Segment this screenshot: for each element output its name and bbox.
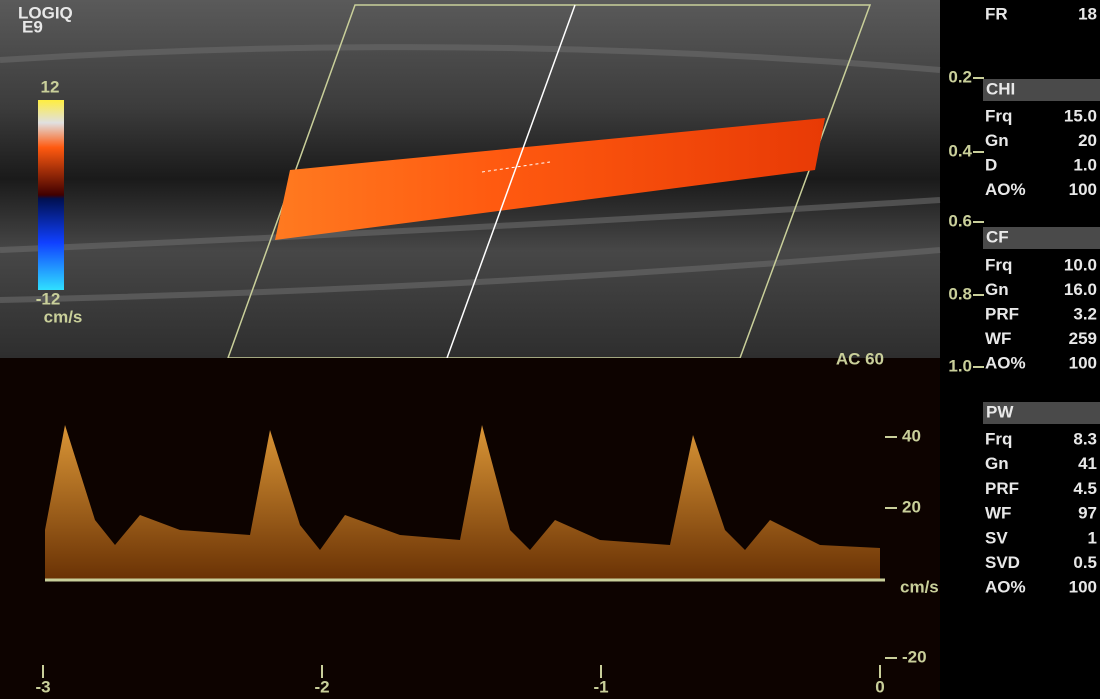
param-value: 1.0 <box>1073 155 1097 174</box>
color-flow <box>275 118 825 240</box>
time-label: -1 <box>593 677 608 696</box>
param-label: SV <box>985 528 1008 547</box>
section-header-bar <box>983 402 1100 424</box>
velocity-label: 40 <box>902 426 921 445</box>
depth-label: 0.8 <box>948 284 972 303</box>
model: E9 <box>22 17 43 36</box>
param-value: 259 <box>1069 329 1097 348</box>
param-label: WF <box>985 504 1011 523</box>
time-label: 0 <box>875 677 884 696</box>
doppler-cursor <box>446 4 576 359</box>
velocity-label: 20 <box>902 497 921 516</box>
param-value: 100 <box>1069 578 1097 597</box>
velocity-label: -20 <box>902 647 927 666</box>
param-label: AO% <box>985 180 1026 199</box>
spectral-waveform <box>45 425 880 580</box>
param-label: WF <box>985 329 1011 348</box>
tissue-layer <box>0 44 941 303</box>
param-label: Gn <box>985 131 1009 150</box>
param-label: AO% <box>985 578 1026 597</box>
color-bar <box>38 100 64 290</box>
depth-label: 0.2 <box>948 67 972 86</box>
param-label: PRF <box>985 479 1019 498</box>
param-label: Gn <box>985 454 1009 473</box>
param-value: 41 <box>1078 454 1097 473</box>
param-value: 0.5 <box>1073 553 1097 572</box>
section-header-bar <box>983 227 1100 249</box>
param-value: 100 <box>1069 353 1097 372</box>
param-label: D <box>985 155 997 174</box>
color-scale-min: -12 <box>36 289 61 308</box>
param-value: 20 <box>1078 131 1097 150</box>
param-value: 1 <box>1088 528 1097 547</box>
color-scale-max: 12 <box>41 77 60 96</box>
param-label: Frq <box>985 429 1012 448</box>
param-value: 97 <box>1078 504 1097 523</box>
param-label: SVD <box>985 553 1020 572</box>
section-title: CHI <box>986 79 1015 98</box>
time-label: -2 <box>314 677 329 696</box>
param-label: AO% <box>985 353 1026 372</box>
spectral-label: AC 60 <box>836 349 884 368</box>
param-value: 4.5 <box>1073 479 1097 498</box>
param-value: 15.0 <box>1064 106 1097 125</box>
param-value: 3.2 <box>1073 304 1097 323</box>
depth-label: 1.0 <box>948 356 972 375</box>
param-label: Frq <box>985 255 1012 274</box>
param-label: FR <box>985 4 1008 23</box>
velocity-unit: cm/s <box>900 577 939 596</box>
param-value: 16.0 <box>1064 280 1097 299</box>
param-value: 8.3 <box>1073 429 1097 448</box>
param-value: 100 <box>1069 180 1097 199</box>
depth-label: 0.6 <box>948 211 972 230</box>
param-label: Frq <box>985 106 1012 125</box>
param-label: PRF <box>985 304 1019 323</box>
brand: LOGIQ <box>18 3 73 22</box>
param-value: 18 <box>1078 4 1097 23</box>
section-header-bar <box>983 79 1100 101</box>
param-value: 10.0 <box>1064 255 1097 274</box>
color-scale-unit: cm/s <box>44 307 83 326</box>
time-label: -3 <box>35 677 50 696</box>
param-label: Gn <box>985 280 1009 299</box>
section-title: PW <box>986 402 1014 421</box>
depth-label: 0.4 <box>948 141 972 160</box>
section-title: CF <box>986 227 1009 246</box>
